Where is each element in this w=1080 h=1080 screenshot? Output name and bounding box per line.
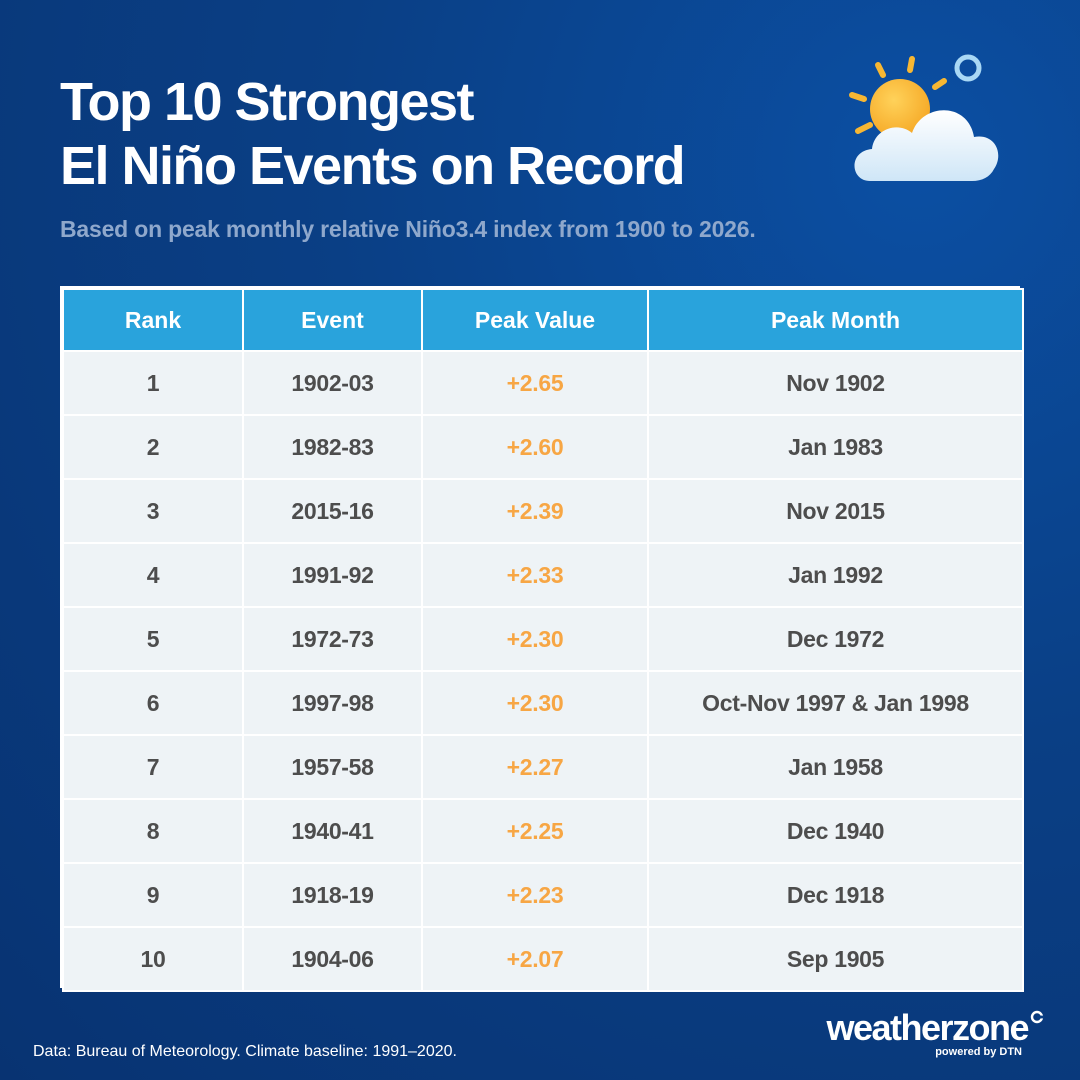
table-header-row: Rank Event Peak Value Peak Month xyxy=(62,288,1024,352)
table-row: 9 1918-19 +2.23 Dec 1918 xyxy=(62,862,1024,928)
column-header-rank: Rank xyxy=(62,288,244,352)
table-row: 7 1957-58 +2.27 Jan 1958 xyxy=(62,734,1024,800)
table-row: 10 1904-06 +2.07 Sep 1905 xyxy=(62,926,1024,992)
subtitle: Based on peak monthly relative Niño3.4 i… xyxy=(60,216,756,242)
table-row: 6 1997-98 +2.30 Oct-Nov 1997 & Jan 1998 xyxy=(62,670,1024,736)
title-line-1: Top 10 Strongest xyxy=(60,72,475,132)
event-cell: 1918-19 xyxy=(242,862,423,928)
peak-month-cell: Dec 1918 xyxy=(647,862,1024,928)
peak-value-cell: +2.60 xyxy=(421,414,649,480)
table-row: 5 1972-73 +2.30 Dec 1972 xyxy=(62,606,1024,672)
peak-value-cell: +2.07 xyxy=(421,926,649,992)
peak-value-cell: +2.30 xyxy=(421,606,649,672)
brand-name: weatherzone xyxy=(826,1007,1029,1048)
event-cell: 1904-06 xyxy=(242,926,423,992)
peak-month-cell: Jan 1983 xyxy=(647,414,1024,480)
peak-value-cell: +2.33 xyxy=(421,542,649,608)
column-header-event: Event xyxy=(242,288,423,352)
table-row: 1 1902-03 +2.65 Nov 1902 xyxy=(62,350,1024,416)
brand-tagline: powered by DTN xyxy=(935,1046,1022,1058)
rank-cell: 4 xyxy=(62,542,244,608)
column-header-peak-value: Peak Value xyxy=(421,288,649,352)
table-row: 3 2015-16 +2.39 Nov 2015 xyxy=(62,478,1024,544)
brand-logo: weatherzone powered by DTN xyxy=(826,1008,1044,1058)
peak-value-cell: +2.39 xyxy=(421,478,649,544)
event-cell: 1991-92 xyxy=(242,542,423,608)
peak-value-cell: +2.65 xyxy=(421,350,649,416)
peak-month-cell: Nov 2015 xyxy=(647,478,1024,544)
peak-month-cell: Oct-Nov 1997 & Jan 1998 xyxy=(647,670,1024,736)
el-nino-table: Rank Event Peak Value Peak Month 1 1902-… xyxy=(60,286,1024,992)
table-row: 2 1982-83 +2.60 Jan 1983 xyxy=(62,414,1024,480)
rank-cell: 2 xyxy=(62,414,244,480)
rank-cell: 8 xyxy=(62,798,244,864)
data-source-note: Data: Bureau of Meteorology. Climate bas… xyxy=(33,1043,457,1060)
rank-cell: 5 xyxy=(62,606,244,672)
event-cell: 1940-41 xyxy=(242,798,423,864)
peak-value-cell: +2.30 xyxy=(421,670,649,736)
peak-month-cell: Nov 1902 xyxy=(647,350,1024,416)
rank-cell: 1 xyxy=(62,350,244,416)
title-line-2: El Niño Events on Record xyxy=(60,136,686,196)
peak-month-cell: Dec 1972 xyxy=(647,606,1024,672)
page-title: Top 10 Strongest El Niño Events on Recor… xyxy=(60,70,686,198)
rank-cell: 10 xyxy=(62,926,244,992)
sun-behind-cloud-icon xyxy=(849,54,999,181)
event-cell: 1997-98 xyxy=(242,670,423,736)
event-cell: 2015-16 xyxy=(242,478,423,544)
peak-month-cell: Jan 1992 xyxy=(647,542,1024,608)
peak-month-cell: Sep 1905 xyxy=(647,926,1024,992)
peak-value-cell: +2.23 xyxy=(421,862,649,928)
peak-value-cell: +2.25 xyxy=(421,798,649,864)
event-cell: 1902-03 xyxy=(242,350,423,416)
peak-value-cell: +2.27 xyxy=(421,734,649,800)
event-cell: 1972-73 xyxy=(242,606,423,672)
peak-month-cell: Jan 1958 xyxy=(647,734,1024,800)
table-row: 4 1991-92 +2.33 Jan 1992 xyxy=(62,542,1024,608)
column-header-peak-month: Peak Month xyxy=(647,288,1024,352)
rank-cell: 7 xyxy=(62,734,244,800)
table-row: 8 1940-41 +2.25 Dec 1940 xyxy=(62,798,1024,864)
peak-month-cell: Dec 1940 xyxy=(647,798,1024,864)
rank-cell: 9 xyxy=(62,862,244,928)
rank-cell: 3 xyxy=(62,478,244,544)
weatherzone-mark-icon xyxy=(1030,1010,1044,1024)
event-cell: 1957-58 xyxy=(242,734,423,800)
rank-cell: 6 xyxy=(62,670,244,736)
event-cell: 1982-83 xyxy=(242,414,423,480)
